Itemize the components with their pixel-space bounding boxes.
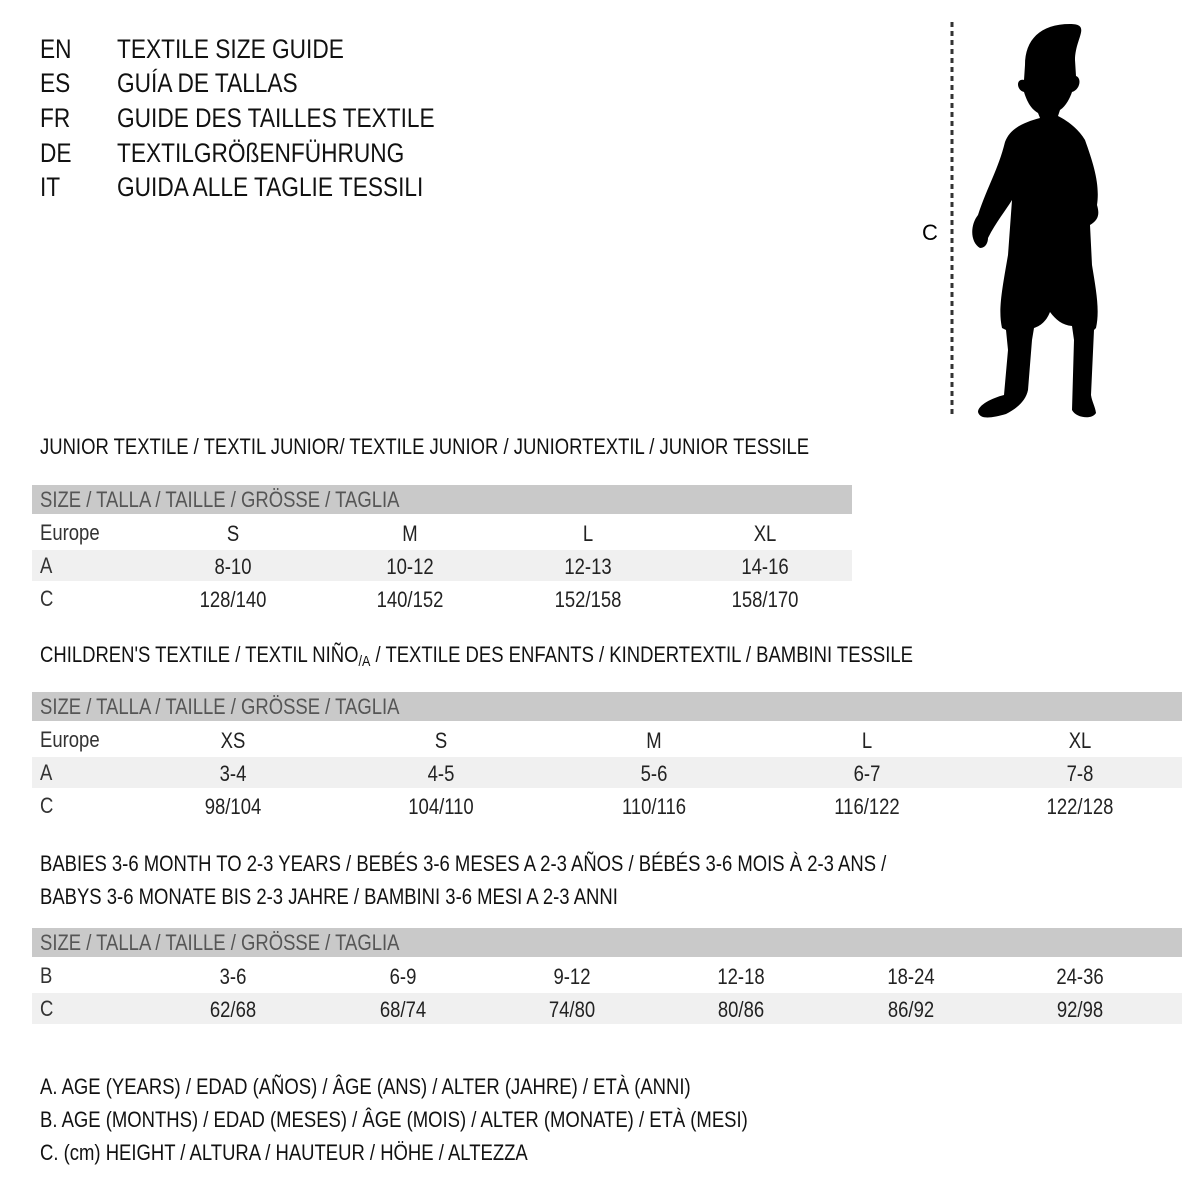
cell: 5-6 [640, 761, 668, 786]
cell: 128/140 [199, 587, 267, 612]
cell: 14-16 [741, 554, 789, 579]
legend-a: A. AGE (YEARS) / EDAD (AÑOS) / ÂGE (ANS)… [40, 1074, 691, 1099]
cell: 8-10 [214, 554, 252, 579]
cell: XS [220, 728, 246, 753]
heading-text: CHILDREN'S TEXTILE / TEXTIL NIÑO [40, 642, 359, 667]
cell: M [402, 521, 418, 546]
table-row: A 3-4 4-5 5-6 6-7 7-8 [32, 757, 1182, 788]
child-silhouette-figure: C [922, 22, 1099, 418]
cell: L [582, 521, 594, 546]
table-row: Europe S M L XL [32, 517, 852, 548]
cell: 18-24 [887, 964, 935, 989]
cell: 122/128 [1046, 794, 1114, 819]
table-header: SIZE / TALLA / TAILLE / GRÖSSE / TAGLIA [32, 485, 852, 514]
cell: 12-18 [717, 964, 765, 989]
cell: 104/110 [408, 794, 474, 819]
lang-code: IT [40, 172, 61, 202]
title-text: GUIDA ALLE TAGLIE TESSILI [117, 172, 424, 202]
cell: 4-5 [427, 761, 455, 786]
cell: 110/116 [621, 794, 687, 819]
cell: S [226, 521, 240, 546]
table-row: A 8-10 10-12 12-13 14-16 [32, 550, 852, 581]
table-row: C 62/68 68/74 74/80 80/86 86/92 92/98 [32, 993, 1182, 1024]
legend-c: C. (cm) HEIGHT / ALTURA / HAUTEUR / HÖHE… [40, 1140, 528, 1165]
cell: 116/122 [834, 794, 900, 819]
title-text: GUIDE DES TAILLES TEXTILE [117, 103, 435, 133]
header-label: SIZE / TALLA / TAILLE / GRÖSSE / TAGLIA [40, 487, 400, 512]
cell: XL [753, 521, 777, 546]
cell: 74/80 [548, 997, 596, 1022]
height-label: C [922, 220, 938, 245]
lang-code: ES [40, 68, 71, 98]
heading-subscript: /A [358, 653, 371, 670]
table-row: Europe XS S M L XL [32, 724, 1182, 755]
title-text: TEXTILGRÖßENFÜHRUNG [117, 138, 405, 168]
table-row: C 98/104 104/110 110/116 116/122 122/128 [32, 790, 1182, 821]
cell: 140/152 [376, 587, 444, 612]
row-label: C [40, 793, 54, 818]
cell: 6-9 [389, 964, 417, 989]
cell: 62/68 [209, 997, 257, 1022]
junior-heading: JUNIOR TEXTILE / TEXTIL JUNIOR/ TEXTILE … [40, 434, 810, 459]
title-text: GUÍA DE TALLAS [117, 68, 298, 98]
row-label: B [40, 963, 53, 988]
cell: 24-36 [1056, 964, 1104, 989]
row-label: Europe [40, 520, 100, 545]
legend-b: B. AGE (MONTHS) / EDAD (MESES) / ÂGE (MO… [40, 1107, 748, 1132]
cell: 80/86 [717, 997, 765, 1022]
heading-text: / TEXTILE DES ENFANTS / KINDERTEXTIL / B… [370, 642, 913, 667]
lang-code: EN [40, 34, 72, 64]
lang-code: FR [40, 103, 71, 133]
cell: 7-8 [1066, 761, 1094, 786]
cell: 68/74 [379, 997, 427, 1022]
cell: L [861, 728, 873, 753]
cell: 98/104 [204, 794, 262, 819]
cell: 6-7 [853, 761, 881, 786]
header-label: SIZE / TALLA / TAILLE / GRÖSSE / TAGLIA [40, 930, 400, 955]
cell: 12-13 [564, 554, 612, 579]
babies-heading-line2: BABYS 3-6 MONATE BIS 2-3 JAHRE / BAMBINI… [40, 884, 618, 909]
cell: 3-4 [219, 761, 247, 786]
cell: 152/158 [554, 587, 622, 612]
lang-code: DE [40, 138, 72, 168]
row-label: A [40, 553, 53, 578]
row-label: A [40, 760, 53, 785]
row-label: Europe [40, 727, 100, 752]
cell: M [646, 728, 662, 753]
babies-heading-line1: BABIES 3-6 MONTH TO 2-3 YEARS / BEBÉS 3-… [40, 851, 887, 876]
table-row: B 3-6 6-9 9-12 12-18 18-24 24-36 [32, 960, 1182, 991]
cell: XL [1068, 728, 1092, 753]
table-row: C 128/140 140/152 152/158 158/170 [32, 583, 852, 614]
table-header: SIZE / TALLA / TAILLE / GRÖSSE / TAGLIA [32, 692, 1182, 721]
children-heading: CHILDREN'S TEXTILE / TEXTIL NIÑO/A / TEX… [40, 642, 913, 670]
row-label: C [40, 996, 54, 1021]
child-silhouette-icon [972, 24, 1099, 418]
title-text: TEXTILE SIZE GUIDE [117, 34, 344, 64]
cell: S [434, 728, 448, 753]
row-label: C [40, 586, 54, 611]
table-header: SIZE / TALLA / TAILLE / GRÖSSE / TAGLIA [32, 928, 1182, 957]
cell: 3-6 [219, 964, 247, 989]
cell: 158/170 [731, 587, 799, 612]
cell: 86/92 [887, 997, 935, 1022]
header-label: SIZE / TALLA / TAILLE / GRÖSSE / TAGLIA [40, 694, 400, 719]
cell: 92/98 [1056, 997, 1104, 1022]
cell: 10-12 [386, 554, 434, 579]
cell: 9-12 [553, 964, 591, 989]
